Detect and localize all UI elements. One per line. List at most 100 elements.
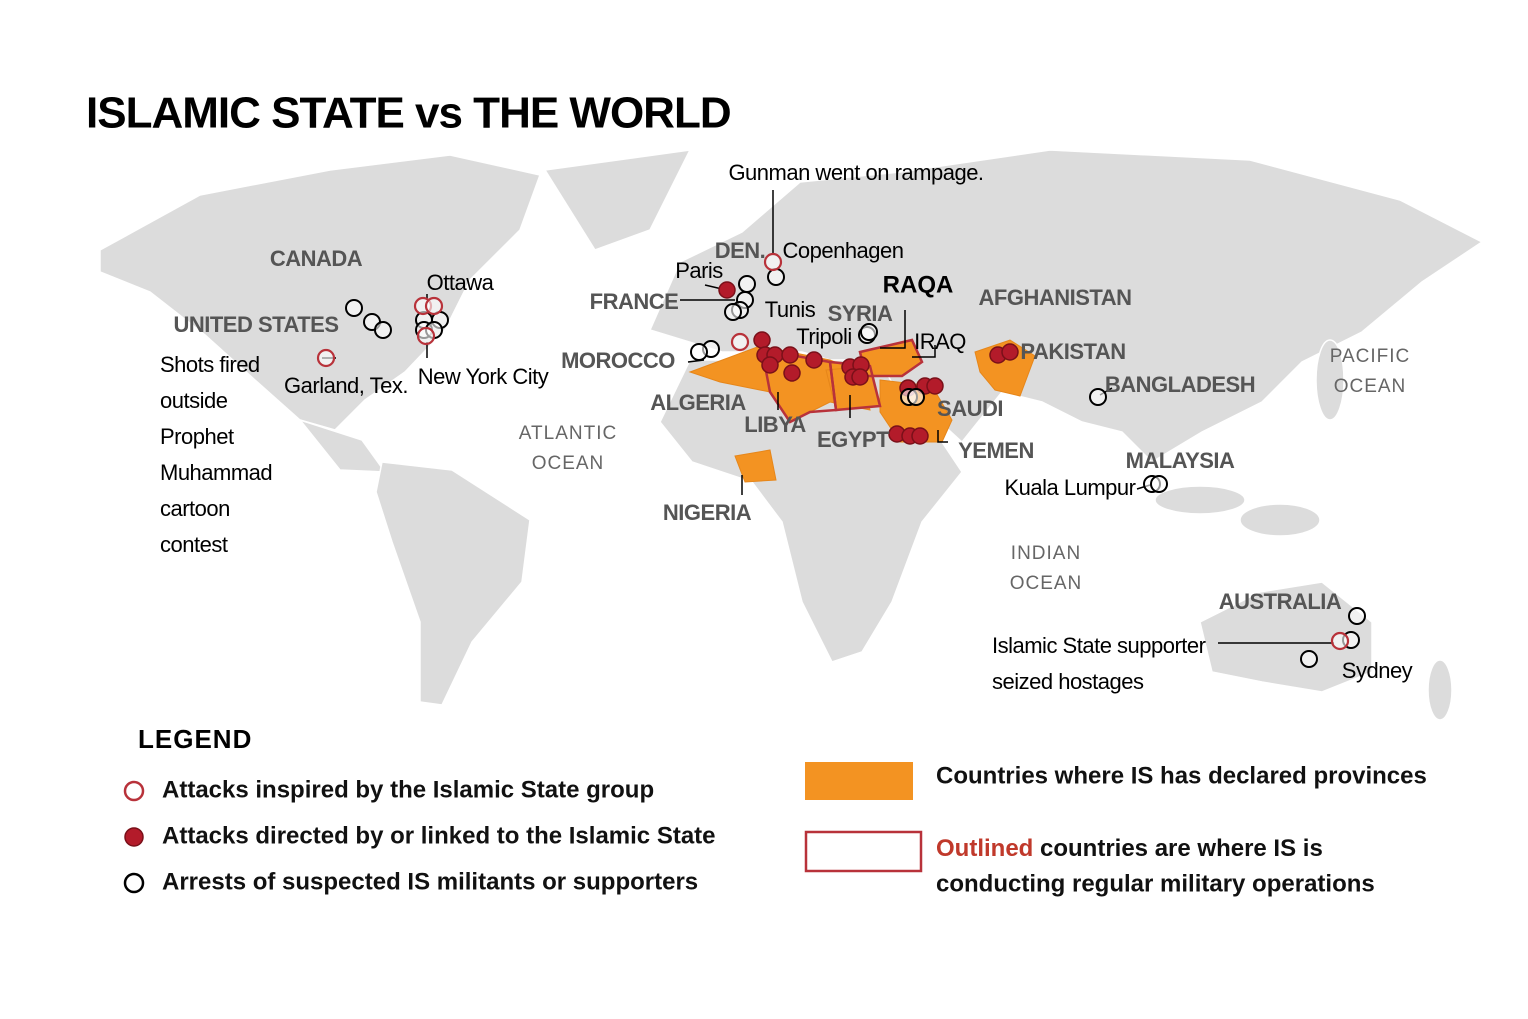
legend-label: conducting regular military operations — [936, 870, 1375, 897]
arrest-marker — [690, 343, 708, 361]
city-label: Ottawa — [427, 270, 495, 295]
legend-line: countries are where IS is — [1040, 835, 1323, 862]
legend-label: Attacks directed by or linked to the Isl… — [162, 822, 716, 849]
arrest-marker — [1150, 475, 1168, 493]
country-label: UNITED STATES — [173, 312, 338, 337]
city-label: Garland, Tex. — [284, 373, 408, 398]
arrest-marker — [374, 321, 392, 339]
country-label: LIBYA — [744, 412, 806, 437]
islands — [1427, 659, 1453, 721]
annotation: Gunman went on rampage. — [728, 160, 983, 185]
directed-attack-marker — [911, 427, 929, 445]
islands — [1154, 485, 1246, 515]
inspired-attack-marker — [1330, 631, 1350, 651]
arrest-marker — [1348, 607, 1366, 625]
country-label: AFGHANISTAN — [979, 285, 1132, 310]
leader-line — [880, 310, 906, 349]
country-label: SYRIA — [828, 301, 893, 326]
legend-label: Attacks inspired by the Islamic State gr… — [162, 776, 654, 803]
country-label: EGYPT — [817, 427, 890, 452]
ocean-label: INDIAN — [1011, 543, 1081, 564]
arrest-marker — [1089, 388, 1107, 406]
country-label: NIGERIA — [663, 500, 752, 525]
arrest-marker — [738, 275, 756, 293]
provinces — [688, 339, 1036, 483]
ocean-label: OCEAN — [532, 453, 605, 474]
directed-attack-marker — [805, 351, 823, 369]
directed-attack-marker — [926, 377, 944, 395]
directed-attack-marker — [781, 346, 799, 364]
directed-attack-marker — [783, 364, 801, 382]
legend-title: LEGEND — [138, 724, 252, 754]
city-label: Kuala Lumpur — [1005, 475, 1136, 500]
city-label: Sydney — [1342, 658, 1413, 683]
legend: LEGEND Attacks inspired by the Islamic S… — [123, 724, 1427, 897]
country-label: MALAYSIA — [1126, 448, 1235, 473]
country-label: PAKISTAN — [1020, 339, 1125, 364]
country-label: DEN. — [715, 238, 766, 263]
annotation: Islamic State supporter — [992, 633, 1206, 658]
labels: CANADA UNITED STATES DEN. FRANCE MOROCCO ALGE… — [160, 160, 1413, 694]
annotation: cartoon — [160, 496, 230, 521]
city-label: Paris — [675, 258, 723, 283]
country-label: FRANCE — [590, 289, 679, 314]
arrest-marker — [860, 323, 878, 341]
annotation: Shots fired — [160, 352, 260, 377]
islands — [1315, 339, 1345, 421]
annotation: contest — [160, 532, 228, 557]
islands — [1239, 503, 1321, 537]
inspired-attack-marker — [763, 252, 783, 272]
city-label: Tunis — [765, 297, 816, 322]
ocean-label: ATLANTIC — [519, 423, 617, 444]
arrest-marker — [767, 268, 785, 286]
directed-attack-marker — [718, 281, 736, 299]
inspired-attack-marker — [424, 296, 444, 316]
directed-attack-marker — [851, 368, 869, 386]
annotation: Prophet — [160, 424, 234, 449]
leader-line — [912, 345, 936, 358]
ocean-label: OCEAN — [1010, 573, 1083, 594]
ocean-label: OCEAN — [1334, 376, 1407, 397]
legend-swatch — [804, 830, 923, 873]
legend-label: Arrests of suspected IS militants or sup… — [162, 868, 698, 895]
inspired-attack-marker — [416, 326, 436, 346]
country-label: MOROCCO — [561, 348, 675, 373]
inspired-attack-marker — [316, 348, 336, 368]
central-america — [297, 418, 387, 473]
inspired-attack-marker — [730, 332, 750, 352]
city-label: Tripoli — [796, 324, 852, 349]
arrest-marker — [907, 388, 925, 406]
arrest-marker — [345, 299, 363, 317]
legend-symbol — [124, 827, 144, 847]
arrest-marker — [724, 303, 742, 321]
australia — [1199, 581, 1373, 693]
legend-symbol — [123, 872, 145, 894]
arrest-marker — [1300, 650, 1318, 668]
country-label: ALGERIA — [650, 390, 746, 415]
country-label: SAUDI — [937, 396, 1003, 421]
legend-space — [1033, 835, 1040, 862]
title: ISLAMIC STATE vs THE WORLD — [86, 89, 731, 138]
city-label: Copenhagen — [782, 238, 903, 263]
city-label: New York City — [418, 364, 549, 389]
annotation: outside — [160, 388, 228, 413]
country-label: BANGLADESH — [1105, 372, 1255, 397]
province-region — [734, 449, 777, 483]
directed-attack-marker — [761, 356, 779, 374]
legend-label: Countries where IS has declared province… — [936, 762, 1427, 789]
capital-label: RAQA — [883, 271, 954, 298]
legend-symbol — [123, 780, 145, 802]
annotation: seized hostages — [992, 669, 1144, 694]
legend-highlight: Outlined — [936, 835, 1033, 862]
leader-line — [937, 430, 948, 443]
land — [99, 149, 1484, 721]
legend-label: Outlined countries are where IS is — [936, 835, 1323, 862]
north-america — [99, 154, 541, 431]
directed-attack-marker — [753, 331, 771, 349]
country-label: AUSTRALIA — [1219, 589, 1342, 614]
south-america — [375, 461, 531, 706]
directed-attack-marker — [1001, 343, 1019, 361]
ocean-label: PACIFIC — [1330, 346, 1411, 367]
